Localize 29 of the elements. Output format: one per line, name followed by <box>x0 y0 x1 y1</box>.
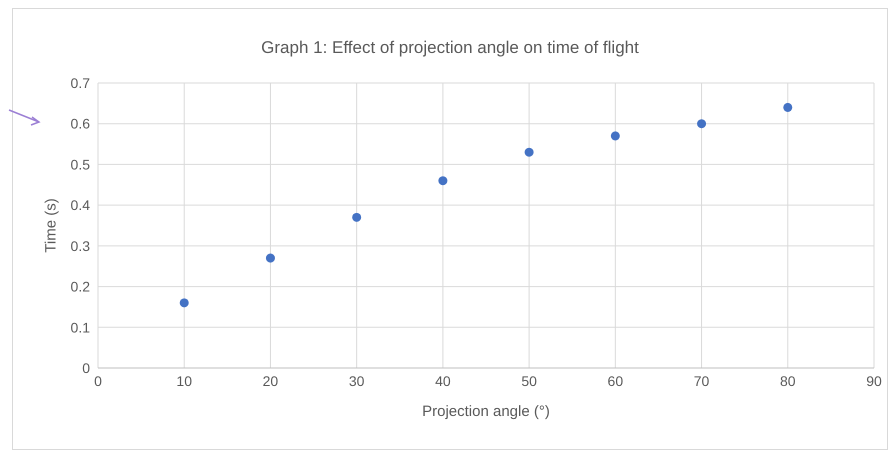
x-tick-label: 80 <box>780 372 796 389</box>
point <box>266 254 275 263</box>
y-tick-label: 0.7 <box>70 74 90 91</box>
y-tick-label: 0.6 <box>70 116 90 132</box>
x-axis-title: Projection angle (°) <box>422 403 550 420</box>
x-tick-label: 10 <box>176 372 192 389</box>
y-tick-label: 0 <box>82 360 90 376</box>
y-tick-label: 0.1 <box>70 319 90 336</box>
x-tick-label: 60 <box>608 372 624 389</box>
y-tick-label: 0.5 <box>70 156 90 172</box>
x-tick-label: 30 <box>348 372 365 389</box>
x-tick-label: 20 <box>262 372 278 389</box>
x-tick-label: 50 <box>521 372 538 389</box>
point <box>180 298 189 308</box>
point <box>697 119 706 128</box>
x-tick-label: 0 <box>94 372 102 389</box>
point <box>352 212 362 222</box>
point <box>438 176 448 186</box>
x-tick-label: 40 <box>435 372 451 389</box>
point <box>610 131 620 140</box>
chart-title: Graph 1: Effect of projection angle on time of flight <box>260 38 640 58</box>
y-tick-label: 0.3 <box>70 238 90 254</box>
point <box>783 102 792 112</box>
y-tick-label: 0.4 <box>70 197 90 214</box>
x-tick-label: 70 <box>694 372 710 389</box>
y-axis-title: Time (s) <box>42 198 60 253</box>
y-tick-label: 0.2 <box>70 278 90 295</box>
point <box>524 148 534 157</box>
x-tick-label: 90 <box>866 372 882 389</box>
